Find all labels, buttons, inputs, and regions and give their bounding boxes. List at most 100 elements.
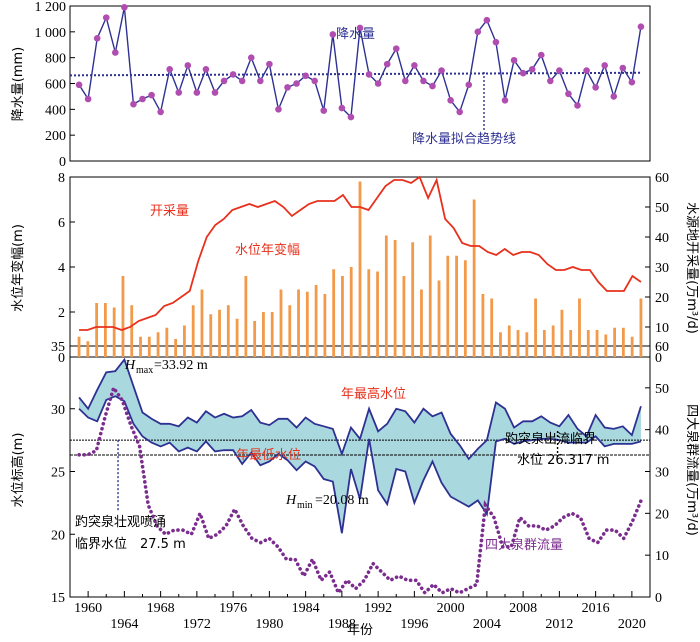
p3-ytick-right-label: 0 [655, 591, 662, 606]
hmin-symbol: H [285, 493, 297, 508]
amplitude-bar [393, 240, 397, 357]
p1-ytick-label: 600 [45, 78, 66, 93]
amplitude-bar [525, 332, 529, 357]
amplitude-bar [104, 303, 107, 357]
precip-point [166, 65, 173, 73]
x-tick-label: 1972 [183, 617, 211, 632]
precip-point [392, 45, 400, 52]
precip-point [175, 89, 183, 96]
hmin-value: =20.08 m [315, 493, 369, 508]
precip-point [537, 51, 545, 59]
amplitude-bar [77, 336, 81, 357]
precip-point [574, 102, 581, 109]
p2-ytick-right-label: 40 [655, 231, 669, 246]
precip-point [556, 67, 563, 74]
x-tick-label: 2020 [618, 617, 646, 632]
level-range-fill [79, 359, 641, 534]
p3-ytick-left-label: 30 [51, 403, 65, 418]
p2-ytick-right-label: 10 [655, 321, 669, 336]
p2-ytick-left-label: 0 [58, 351, 65, 366]
precip-point [628, 78, 636, 86]
p2-ytick-right-label: 50 [655, 201, 669, 216]
precip-point [193, 89, 201, 96]
amplitude-bar [226, 305, 230, 357]
precip-point [130, 100, 137, 108]
p3-ytick-left-label: 25 [51, 466, 65, 481]
hmax-sub: max [136, 365, 153, 376]
amplitude-bar [288, 305, 292, 357]
amplitude-bar [367, 269, 371, 357]
precip-point [547, 77, 554, 85]
precip-point [275, 106, 282, 113]
amplitude-label: 水位年变幅 [235, 242, 300, 258]
amplitude-bar [481, 294, 485, 357]
amplitude-bar [183, 325, 186, 357]
amplitude-bar [349, 267, 353, 357]
amplitude-bar [314, 285, 318, 357]
x-tick-label: 1960 [74, 601, 102, 616]
p3-ytick-right-label: 10 [655, 549, 669, 564]
precip-point [112, 49, 119, 56]
precip-point [284, 84, 291, 91]
amplitude-bar [323, 294, 327, 357]
p2-ylabel-left: 水位年变幅(m) [10, 224, 26, 312]
high-level-label: 年最高水位 [341, 386, 406, 402]
amplitude-bar [130, 305, 134, 357]
p1-ytick-label: 400 [45, 103, 66, 118]
precip-point [583, 67, 590, 74]
x-tick-label: 2000 [437, 601, 465, 616]
amplitude-bar [420, 289, 423, 357]
precip-point [465, 81, 473, 89]
amplitude-bar [376, 271, 379, 357]
precip-point [302, 72, 309, 80]
x-tick-label: 1980 [255, 617, 283, 632]
panel-extraction: 0 2 4 6 8 0 10 20 30 40 50 60 [58, 171, 669, 366]
amplitude-bar [428, 235, 432, 357]
precip-point [220, 77, 228, 85]
crit-left-line2: 临界水位 27.5 m [75, 537, 186, 552]
amplitude-bar [455, 255, 458, 357]
p2-ytick-left-label: 2 [58, 306, 65, 321]
precip-point [402, 77, 409, 85]
x-tick-label: 1976 [219, 601, 247, 616]
precip-point [338, 104, 346, 112]
precip-point [565, 90, 572, 98]
precip-point [257, 77, 264, 85]
amplitude-bar [534, 298, 537, 357]
precip-point [519, 69, 527, 77]
p2-ytick-right-label: 0 [655, 351, 662, 366]
hmax-symbol: H [124, 358, 136, 373]
crit-left-line1: 趵突泉壮观喷涌 [75, 514, 166, 530]
amplitude-bar [305, 291, 309, 357]
amplitude-bar [384, 235, 388, 357]
hmin-sub: min [297, 500, 313, 511]
precip-point [184, 62, 192, 69]
amplitude-bar [165, 327, 169, 357]
amplitude-bar [341, 276, 344, 357]
x-tick-label: 1968 [147, 601, 175, 616]
precip-point [84, 95, 92, 103]
precip-point [610, 93, 618, 100]
precip-point [266, 60, 273, 68]
x-tick-label: 1984 [292, 601, 320, 616]
amplitude-bar [507, 325, 511, 357]
precip-point [157, 108, 164, 116]
panel-precipitation: 0 200 400 600 800 1 000 1 200 [35, 0, 645, 170]
p3-ylabel-right: 四大泉群流量(万m³/d) [684, 404, 700, 536]
amplitude-bar [270, 312, 274, 357]
precip-point [247, 54, 255, 61]
p2-ytick-right-label: 20 [655, 291, 669, 306]
amplitude-bar [156, 332, 160, 357]
precip-point [456, 108, 463, 116]
amplitude-bar [569, 330, 573, 357]
amplitude-bar [604, 334, 608, 357]
precip-point [374, 80, 382, 87]
x-tick-label: 2004 [473, 617, 501, 632]
precip-point [492, 38, 500, 46]
precip-point [238, 77, 246, 85]
precip-point [483, 16, 491, 24]
amplitude-bar [490, 298, 494, 357]
p1-ytick-label: 200 [45, 129, 66, 144]
precip-point [411, 62, 418, 69]
